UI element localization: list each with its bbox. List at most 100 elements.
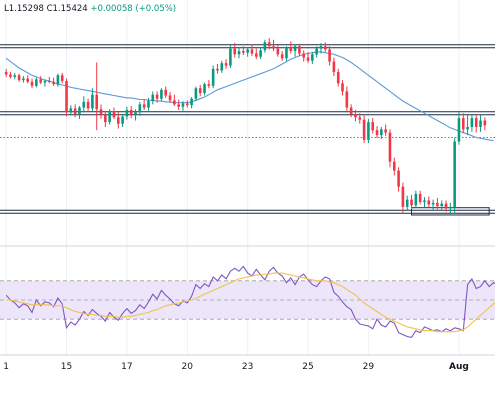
candle-body: [362, 119, 366, 140]
moving-average-line: [5, 51, 494, 142]
candle-body: [69, 108, 73, 113]
x-tick-label: 29: [363, 362, 375, 372]
candle-body: [263, 42, 267, 51]
candle-body: [56, 75, 60, 85]
candle-body: [43, 80, 47, 83]
candle-body: [104, 114, 107, 123]
ohlc-close: C1.15424: [46, 4, 88, 14]
rsi-signal-line: [6, 272, 495, 333]
candle-body: [250, 49, 254, 54]
candle-body: [168, 95, 172, 101]
candle-body: [13, 75, 17, 77]
candle-body: [315, 48, 318, 55]
candle-body: [194, 88, 198, 99]
candle-body: [401, 186, 405, 207]
candle-body: [233, 48, 237, 55]
candle-body: [224, 63, 228, 66]
candle-body: [380, 129, 383, 136]
candle-body: [444, 203, 448, 209]
candle-body: [121, 116, 124, 124]
candle-body: [466, 126, 469, 130]
candle-body: [311, 54, 314, 61]
candle-body: [470, 118, 474, 127]
candle-body: [203, 84, 206, 94]
candle-body: [306, 57, 310, 61]
candle-body: [242, 51, 245, 53]
candle-body: [323, 46, 327, 50]
candle-body: [259, 50, 262, 57]
candle-body: [341, 83, 344, 92]
candle-body: [453, 141, 456, 207]
candle-body: [116, 117, 120, 124]
x-tick-label: 15: [61, 362, 72, 372]
candle-body: [95, 94, 99, 110]
candle-body: [237, 51, 241, 55]
candle-body: [449, 206, 452, 209]
candle-body: [82, 101, 86, 108]
candle-body: [345, 91, 349, 108]
candle-body: [328, 49, 331, 62]
candle-body: [26, 78, 30, 82]
candle-body: [483, 120, 487, 126]
candle-body: [138, 104, 142, 113]
candle-body: [185, 103, 189, 106]
candle-body: [9, 74, 12, 77]
candle-body: [392, 161, 396, 171]
candle-body: [160, 89, 163, 99]
candle-body: [431, 202, 435, 205]
candle-body: [22, 78, 25, 81]
candle-body: [423, 200, 426, 203]
candle-body: [367, 122, 370, 140]
candle-body: [280, 54, 284, 59]
ohlc-low: L1.15298: [4, 4, 44, 14]
candle-body: [397, 170, 400, 187]
candle-body: [354, 114, 357, 118]
ohlc-readout: L1.15298 C1.15424 +0.00058 (+0.05%): [4, 4, 176, 14]
candle-body: [267, 42, 271, 47]
candle-body: [86, 101, 90, 109]
candle-body: [461, 118, 465, 130]
candle-body: [293, 46, 297, 52]
candle-body: [65, 80, 68, 113]
candle-body: [276, 48, 280, 55]
candle-body: [440, 203, 444, 207]
candle-body: [418, 193, 422, 203]
candle-body: [319, 46, 323, 49]
candle-body: [289, 47, 293, 52]
candle-body: [60, 75, 64, 81]
candle-body: [371, 122, 375, 131]
candle-body: [30, 81, 34, 86]
candle-body: [375, 130, 379, 136]
x-tick-label: 17: [121, 362, 132, 372]
candle-body: [254, 53, 258, 57]
ohlc-change: +0.00058 (+0.05%): [90, 4, 177, 14]
candle-body: [388, 132, 392, 162]
candle-body: [216, 68, 219, 71]
candle-body: [147, 101, 150, 108]
candle-body: [129, 110, 133, 115]
candle-body: [336, 72, 340, 84]
candle-body: [229, 48, 232, 66]
candle-body: [142, 104, 146, 108]
candle-body: [285, 47, 288, 59]
candle-body: [39, 79, 42, 83]
candle-body: [91, 94, 94, 109]
candle-body: [73, 108, 77, 115]
candle-body: [198, 88, 202, 94]
candle-body: [246, 49, 249, 53]
candle-body: [177, 104, 180, 107]
candle-body: [108, 111, 111, 123]
candle-body: [298, 46, 301, 54]
candle-body: [414, 193, 418, 206]
candle-body: [151, 94, 155, 102]
candle-body: [384, 129, 387, 133]
candle-body: [220, 63, 224, 71]
candle-body: [211, 68, 215, 86]
candle-body: [405, 199, 409, 207]
candle-body: [272, 46, 275, 49]
candle-body: [457, 118, 461, 142]
candle-body: [134, 112, 137, 115]
candle-body: [155, 94, 159, 99]
